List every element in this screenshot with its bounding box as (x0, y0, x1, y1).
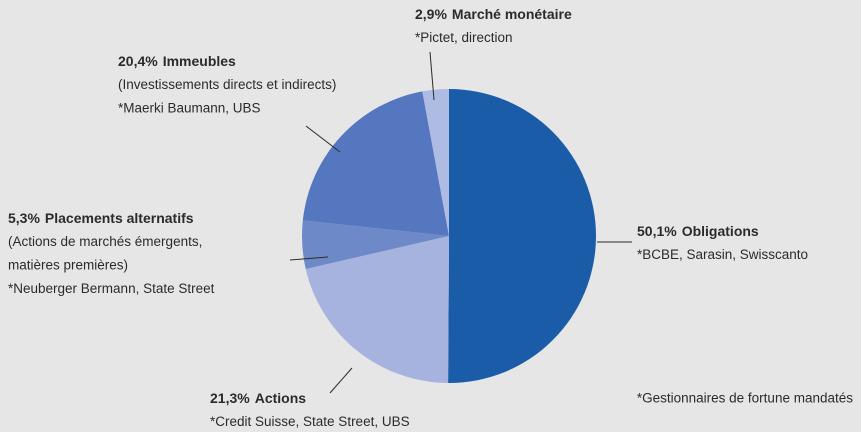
value-label: 2,9% (415, 6, 447, 22)
pie-slice (422, 89, 449, 236)
category-label: Obligations (682, 223, 759, 239)
slice-detail: matières premières) (8, 258, 128, 273)
value-label: 20,4% (118, 53, 158, 69)
slice-label: 50,1% Obligations (637, 223, 759, 239)
value-label: 21,3% (210, 390, 250, 406)
slice-label: 5,3% Placements alternatifs (8, 210, 194, 226)
pie-slice (302, 91, 449, 236)
slice-label: 20,4% Immeubles (118, 53, 236, 69)
slice-detail: (Actions de marchés émergents, (8, 234, 202, 249)
slice-detail: *Credit Suisse, State Street, UBS (210, 414, 410, 429)
leader-line (305, 125, 341, 153)
category-label: Immeubles (163, 53, 236, 69)
pie-slice (305, 236, 449, 383)
pie-slice (301, 220, 449, 269)
value-label: 50,1% (637, 223, 677, 239)
footnote: *Gestionnaires de fortune mandatés (637, 391, 853, 406)
slice-detail: *Pictet, direction (415, 30, 513, 45)
slice-detail: *BCBE, Sarasin, Swisscanto (637, 247, 808, 262)
leader-line (329, 367, 353, 394)
category-label: Placements alternatifs (45, 210, 194, 226)
slice-detail: *Neuberger Bermann, State Street (8, 281, 215, 296)
category-label: Marché monétaire (452, 6, 572, 22)
leader-line (289, 256, 329, 261)
slice-detail: *Maerki Baumann, UBS (118, 101, 261, 116)
slice-label: 2,9% Marché monétaire (415, 6, 572, 22)
pie-slice (448, 89, 596, 383)
slice-detail: (Investissements directs et indirects) (118, 77, 336, 92)
slice-label: 21,3% Actions (210, 390, 306, 406)
value-label: 5,3% (8, 210, 40, 226)
leader-line (429, 51, 435, 101)
category-label: Actions (255, 390, 307, 406)
